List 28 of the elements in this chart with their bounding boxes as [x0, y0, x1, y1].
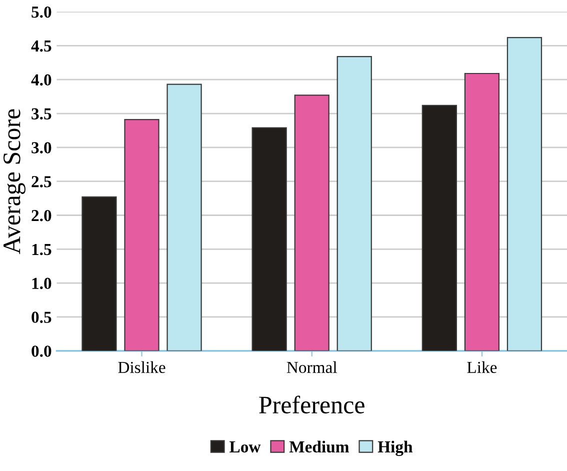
y-tick-label: 1.0: [32, 278, 52, 290]
y-tick-label: 2.0: [32, 210, 52, 222]
legend-label: High: [378, 440, 413, 456]
y-tick-label: 2.5: [32, 176, 52, 188]
y-tick-label: 1.5: [32, 244, 52, 256]
y-tick-label: 4.5: [31, 40, 52, 52]
bar: [464, 72, 500, 351]
legend-label: Low: [230, 441, 261, 452]
bar: [124, 119, 160, 351]
bar: [336, 56, 372, 351]
bar: [82, 196, 117, 351]
x-tick-label: Normal: [286, 361, 337, 374]
y-tick-label: 4.0: [31, 74, 52, 86]
x-tick-label: Like: [467, 361, 497, 374]
y-tick-label: 0.5: [32, 312, 52, 324]
bar: [506, 36, 542, 351]
y-tick-label: 3.0: [32, 142, 52, 154]
bar: [166, 84, 202, 351]
legend-label: Medium: [289, 440, 349, 453]
bar: [294, 94, 330, 351]
y-axis-title: Average Score: [4, 109, 26, 254]
bar: [422, 104, 457, 351]
y-tick-label: 0.0: [32, 346, 52, 357]
bar: [252, 127, 287, 351]
y-tick-label: 3.5: [32, 108, 52, 120]
y-tick-label: 5.0: [32, 6, 52, 18]
x-axis-title: Preference: [259, 396, 364, 414]
x-tick-label: Dislike: [118, 361, 166, 374]
